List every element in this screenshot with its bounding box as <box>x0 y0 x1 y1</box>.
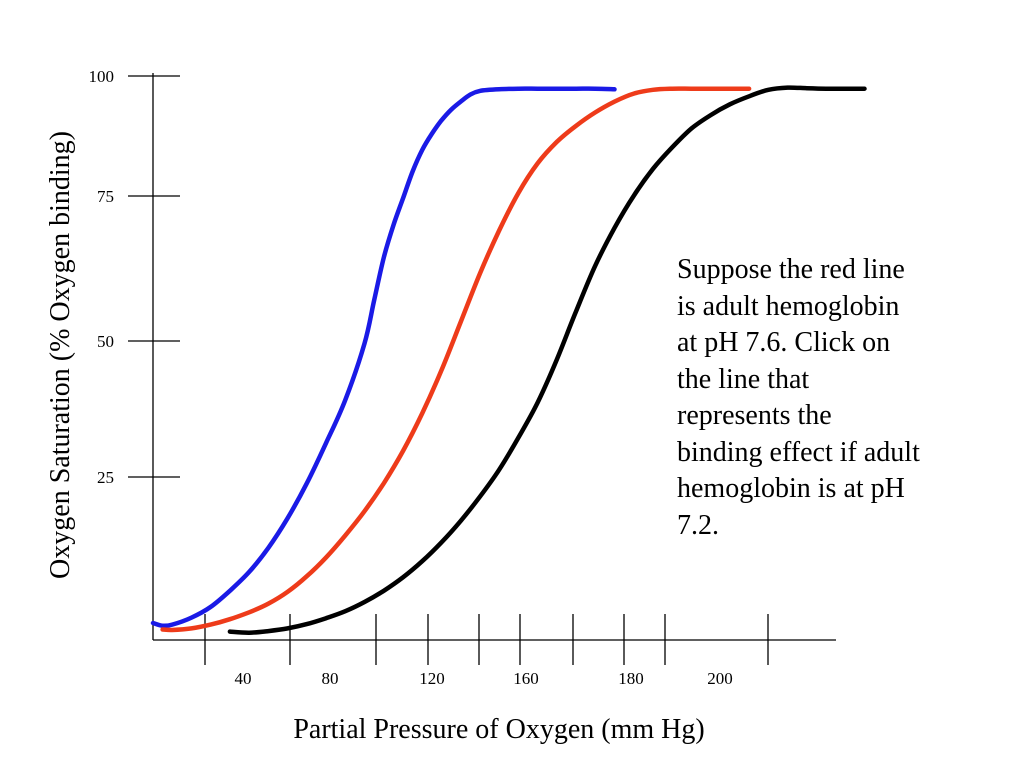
prompt-line: binding effect if adult <box>677 436 920 468</box>
prompt-line: the line that <box>677 363 810 395</box>
axes <box>152 73 836 641</box>
prompt-line: Suppose the red line <box>677 254 905 285</box>
prompt-line: at pH 7.6. Click on <box>677 327 891 358</box>
curve-blue[interactable] <box>150 86 617 629</box>
prompt-line: is adult hemoglobin <box>677 290 900 322</box>
x-tick-label: 80 <box>322 669 339 688</box>
x-tick-label: 200 <box>707 669 733 688</box>
curve-red[interactable] <box>160 86 752 633</box>
curve-black[interactable] <box>227 85 867 635</box>
y-axis-title: Oxygen Saturation (% Oxygen binding) <box>45 131 76 579</box>
y-tick-label: 100 <box>89 67 115 86</box>
x-tick-label: 120 <box>419 669 445 688</box>
x-tick-label: 160 <box>513 669 539 688</box>
x-tick-label: 40 <box>235 669 252 688</box>
prompt-line: represents the <box>677 400 832 431</box>
y-tick-label: 50 <box>97 332 114 351</box>
curves <box>150 85 867 635</box>
y-tick-label: 25 <box>97 468 114 487</box>
prompt-line: 7.2. <box>677 509 719 541</box>
axis-ticks: 25 50 75 100 40 80 120 160 180 200 <box>89 67 769 688</box>
question-prompt: Suppose the red line is adult hemoglobin… <box>677 252 997 544</box>
x-tick-label: 180 <box>618 669 644 688</box>
prompt-line: hemoglobin is at pH <box>677 473 905 504</box>
x-axis-title: Partial Pressure of Oxygen (mm Hg) <box>293 714 704 745</box>
y-tick-label: 75 <box>97 187 114 206</box>
